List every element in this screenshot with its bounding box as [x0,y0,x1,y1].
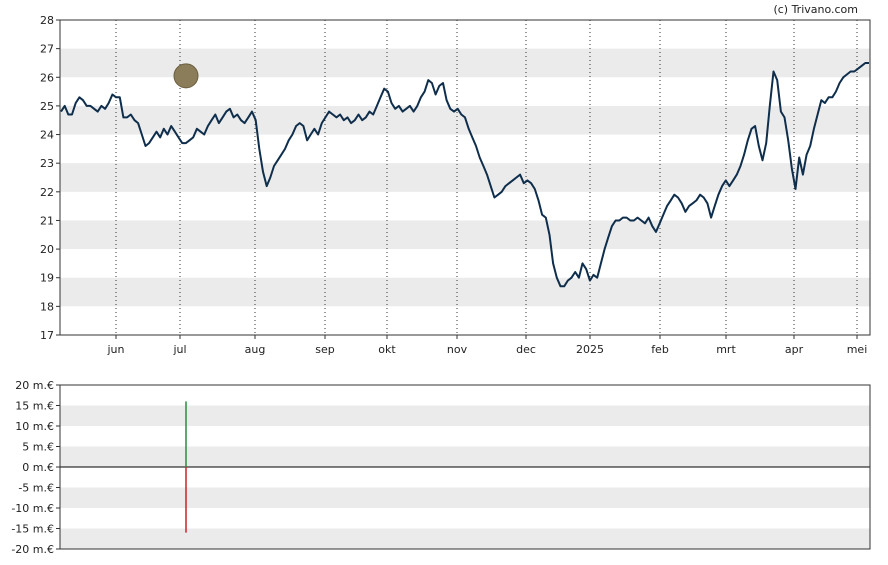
y-tick-label: 27 [40,43,54,56]
y-tick-label: 15 m.€ [15,400,54,413]
event-marker [173,63,199,89]
x-tick-label: sep [315,343,334,356]
y-tick-label: 26 [40,71,54,84]
price-line [60,62,869,288]
y-tick-label: 0 m.€ [22,461,54,474]
price-panel-frame [59,19,871,336]
x-tick-label: apr [785,343,804,356]
y-tick-label: 22 [40,186,54,199]
price-panel: 17 18 19 20 21 22 23 24 25 26 27 28 jun jul aug sep okt… [40,14,871,356]
grid-band [60,163,870,192]
volume-panel-frame [59,384,871,550]
y-tick-label: 25 [40,100,54,113]
y-tick-label: 18 [40,300,54,313]
x-tick-label: feb [651,343,669,356]
y-tick-label: 23 [40,157,54,170]
y-tick-label: 20 m.€ [15,379,54,392]
y-tick-label: -15 m.€ [11,523,54,536]
x-tick-label: mei [847,343,868,356]
x-tick-label: mrt [716,343,736,356]
grid-band [60,405,870,426]
grid-band [60,487,870,508]
y-tick-label: 19 [40,272,54,285]
y-tick-label: -5 m.€ [18,482,54,495]
y-tick-label: 10 m.€ [15,420,54,433]
x-tick-label: 2025 [576,343,604,356]
x-tick-label: jul [172,343,186,356]
volume-panel: 20 m.€ 15 m.€ 10 m.€ 5 m.€ 0 m.€ -5 m.€ -10 m.… [11,379,871,556]
y-tick-label: 21 [40,214,54,227]
x-tick-label: dec [516,343,536,356]
grid-band [60,277,870,307]
credit-text: (c) Trivano.com [773,3,858,16]
grid-band [60,446,870,467]
y-tick-label: 20 [40,243,54,256]
y-tick-label: 28 [40,14,54,27]
y-tick-label: 17 [40,329,54,342]
x-tick-label: okt [378,343,396,356]
x-tick-label: jun [107,343,125,356]
grid-band [60,528,870,549]
y-tick-label: -20 m.€ [11,543,54,556]
x-tick-label: nov [447,343,468,356]
y-tick-label: 5 m.€ [22,441,54,454]
y-tick-label: -10 m.€ [11,502,54,515]
grid-band [60,220,870,250]
x-tick-label: aug [245,343,266,356]
y-tick-label: 24 [40,129,54,142]
